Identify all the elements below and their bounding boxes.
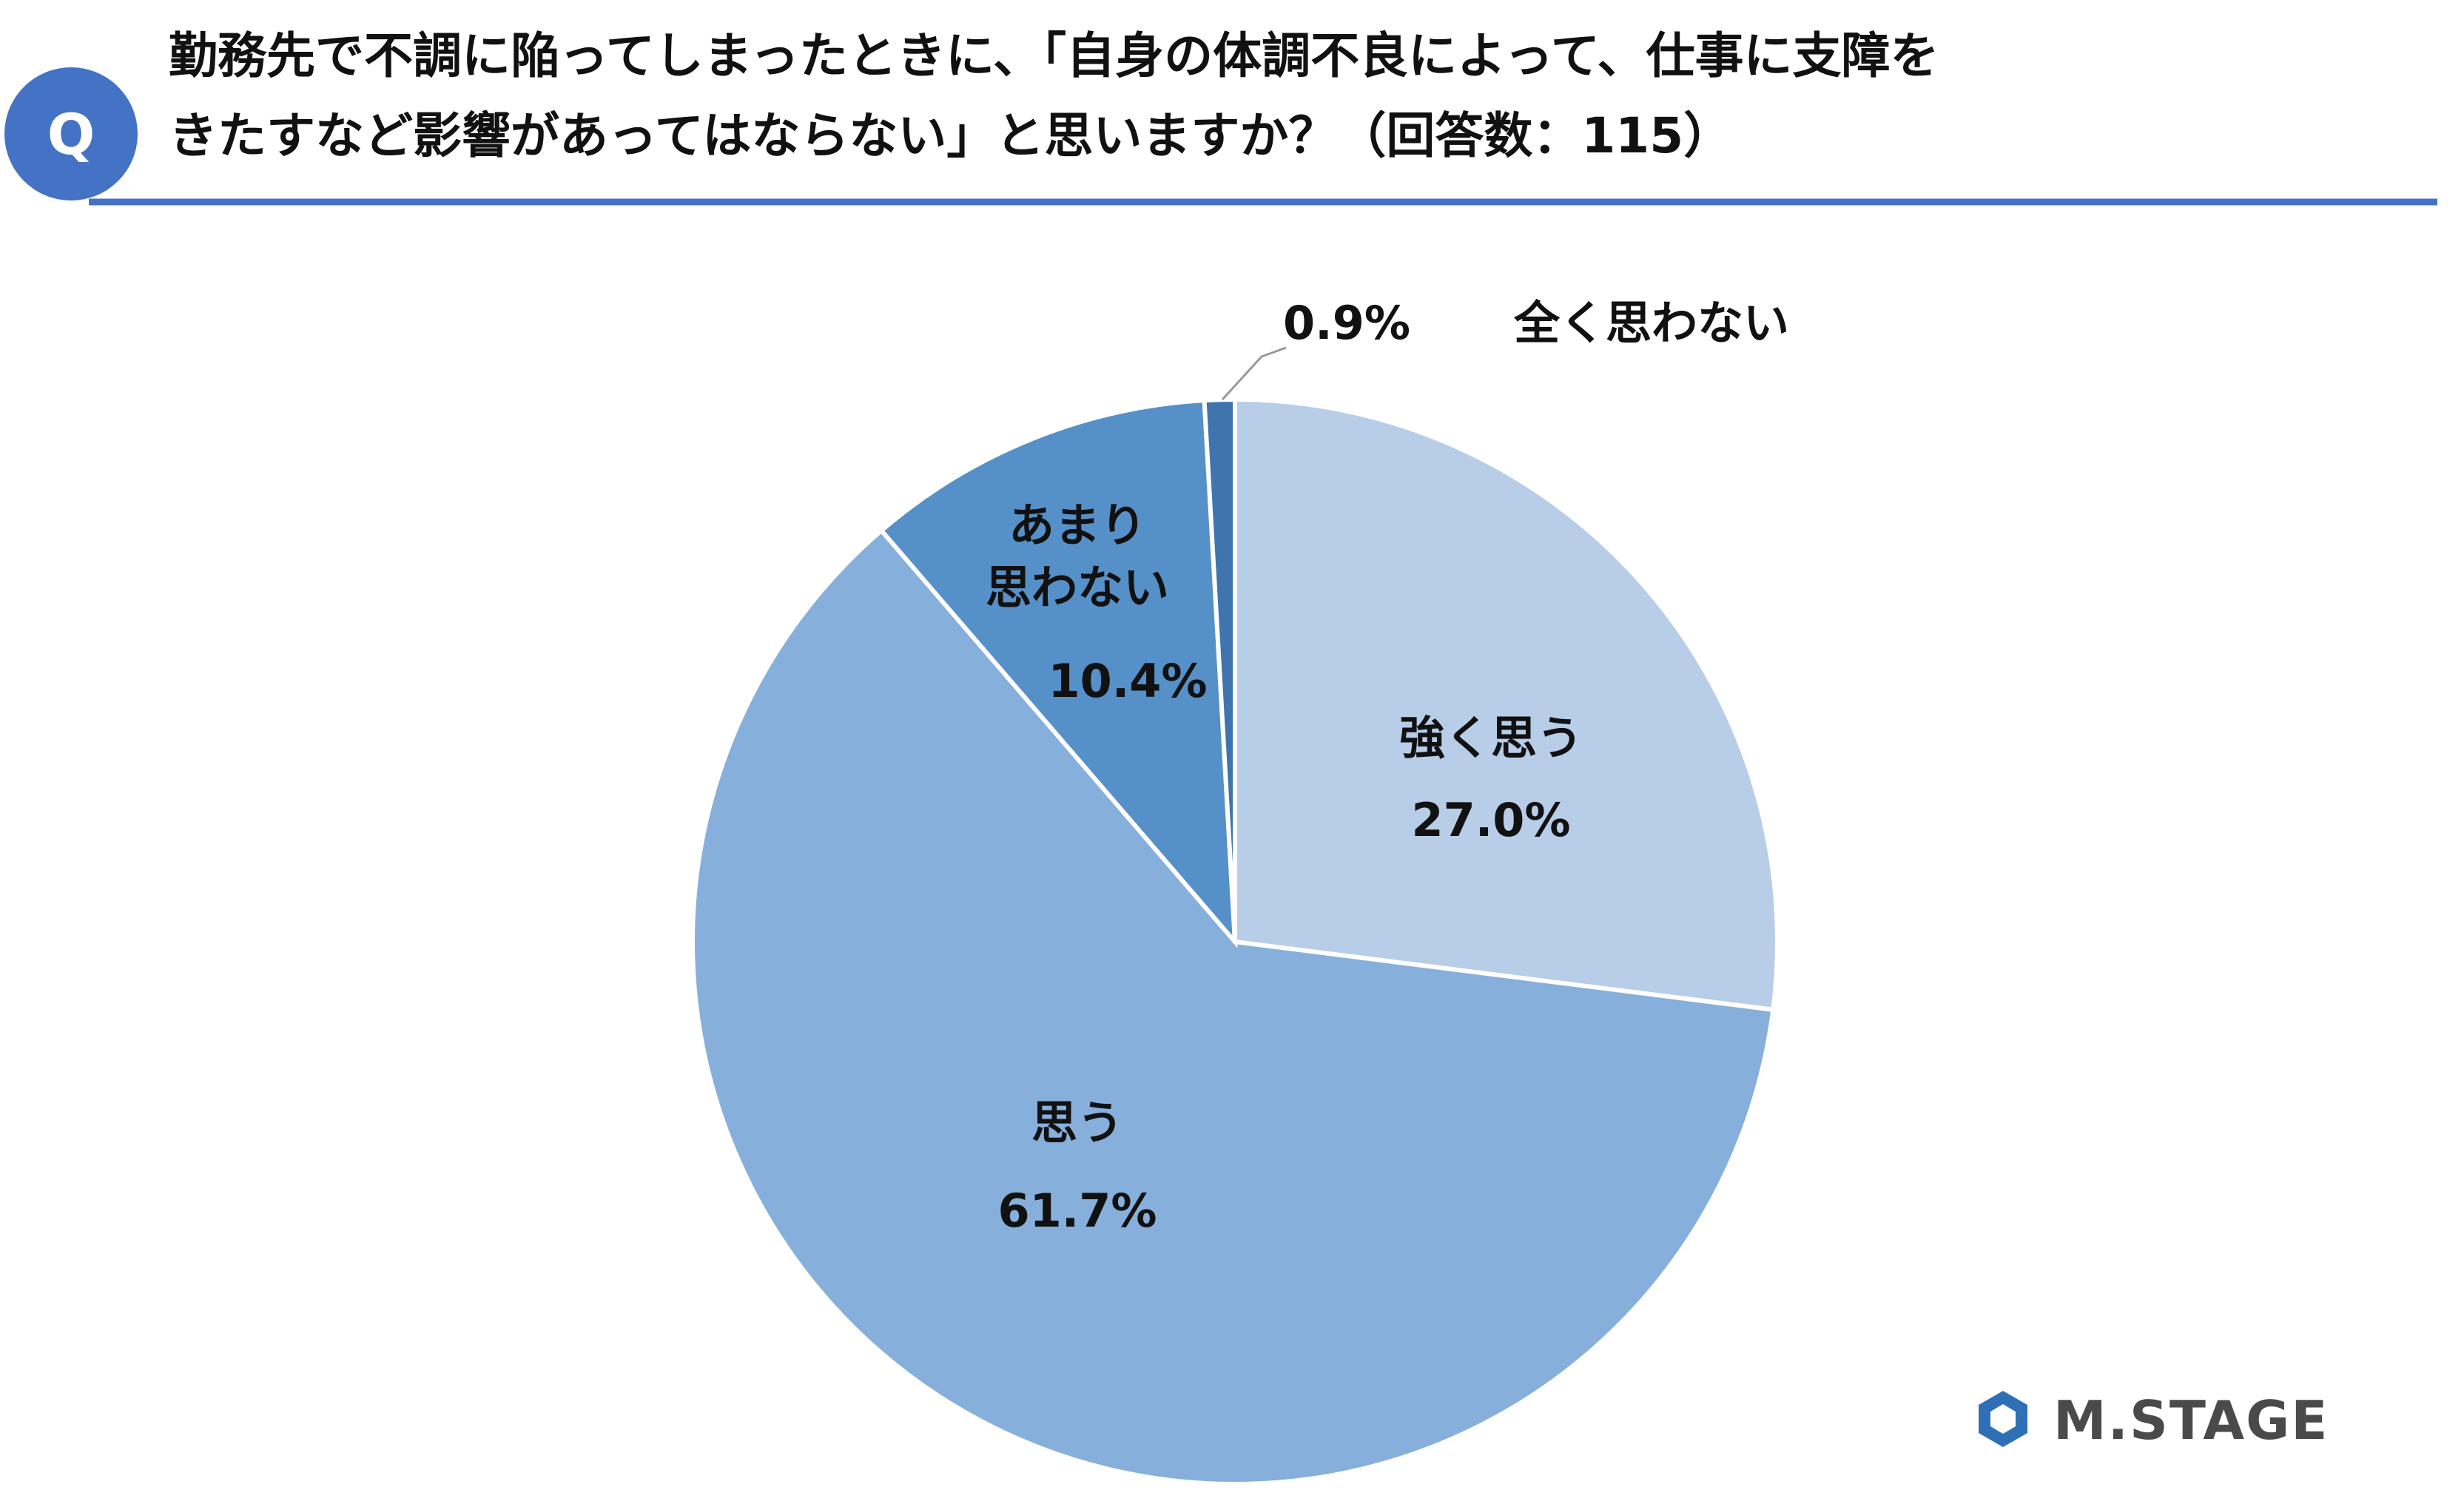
pie-slice [690, 527, 1776, 1487]
value-label: 27.0% [1411, 793, 1571, 848]
slice-label: 強く思う [1398, 711, 1583, 766]
value-label: 0.9% [1283, 296, 1410, 351]
leader-line [1221, 346, 1287, 401]
logo: M.STAGE [2053, 1389, 2329, 1452]
pie-slice [878, 398, 1238, 948]
slice-label: 全く思わない [1513, 296, 1790, 351]
badge: Q [4, 67, 138, 200]
chart-title: 勤務先で不調に陥ってしまったときに、「自身の体調不良によって、仕事に支障を きた… [169, 27, 1939, 164]
pie-slice [1233, 397, 1780, 1013]
value-label: 10.4% [1048, 654, 1208, 709]
pie-slice [1202, 397, 1237, 943]
slice-label: 思う [1031, 1096, 1124, 1150]
logo-icon-inner [1990, 1404, 2016, 1434]
slice-label: あまり 思わない [985, 498, 1170, 614]
value-label: 61.7% [997, 1184, 1157, 1238]
